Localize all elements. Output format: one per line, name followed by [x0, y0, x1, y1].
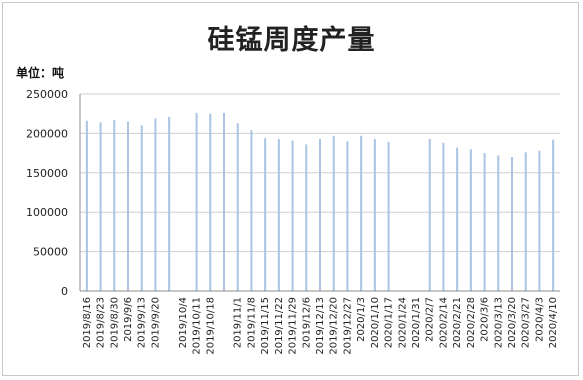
x-tick-label: 2020/3/13	[493, 297, 504, 348]
x-tick-label: 2020/4/3	[534, 297, 545, 342]
bar	[469, 149, 472, 291]
x-tick-label: 2019/10/18	[205, 297, 216, 355]
y-tick-label: 250000	[26, 88, 68, 101]
axes	[79, 94, 560, 292]
y-axis-ticks: 0 50000 100000 150000 200000 250000	[26, 88, 68, 298]
y-tick-label: 50000	[33, 246, 68, 259]
x-tick-label: 2020/1/31	[411, 297, 422, 348]
bar	[236, 123, 239, 291]
y-tick-label: 150000	[26, 167, 68, 180]
bar	[85, 120, 88, 292]
bar	[277, 138, 280, 291]
bar	[140, 125, 143, 292]
bar	[346, 141, 349, 291]
bar	[291, 140, 294, 291]
bar	[99, 122, 102, 291]
x-tick-label: 2020/3/6	[480, 297, 491, 342]
x-tick-label: 2019/9/6	[123, 297, 134, 342]
bar	[511, 157, 513, 291]
y-tick-label: 100000	[26, 206, 68, 219]
x-tick-label: 2019/9/20	[150, 297, 161, 348]
x-axis-ticks: 2019/8/16 2019/8/23 2019/8/30 2019/9/6 2019/…	[82, 297, 559, 355]
bars	[85, 112, 555, 292]
bar	[319, 138, 321, 291]
bar	[113, 120, 116, 291]
x-tick-label: 2020/2/7	[425, 297, 436, 342]
x-tick-label: 2019/8/30	[109, 297, 120, 348]
bar	[456, 147, 459, 291]
bar	[373, 138, 376, 291]
bar	[483, 153, 486, 291]
bar	[209, 113, 212, 291]
x-tick-label: 2020/2/28	[466, 297, 477, 348]
bar	[168, 116, 171, 292]
chart-title: 硅锰周度产量	[207, 25, 376, 56]
bar	[360, 135, 363, 291]
y-tick-label: 200000	[26, 127, 68, 140]
x-tick-label: 2020/3/27	[521, 297, 532, 348]
x-tick-label: 2019/8/16	[82, 297, 93, 348]
x-tick-label: 2019/8/23	[96, 297, 107, 348]
bar	[195, 112, 198, 291]
x-tick-label: 2020/1/3	[356, 297, 367, 342]
x-tick-label: 2019/11/15	[260, 297, 271, 355]
bar	[524, 152, 527, 291]
unit-label: 单位：吨	[16, 66, 65, 80]
x-tick-label: 2020/1/10	[370, 297, 381, 348]
bar	[552, 139, 555, 291]
bar	[497, 155, 500, 291]
x-tick-label: 2019/10/11	[192, 297, 203, 355]
bar	[442, 142, 445, 291]
x-tick-label: 2019/12/27	[342, 297, 353, 355]
x-tick-label: 2019/9/13	[137, 297, 148, 348]
bar	[332, 135, 335, 291]
x-tick-label: 2020/1/24	[397, 297, 408, 348]
gridlines	[80, 93, 560, 253]
y-tick-label: 0	[61, 285, 68, 298]
x-tick-label: 2019/11/8	[246, 297, 257, 348]
bar	[223, 112, 225, 291]
x-tick-label: 2020/1/17	[384, 297, 395, 348]
x-tick-label: 2019/11/22	[274, 297, 285, 355]
bar	[305, 144, 308, 291]
x-tick-label: 2019/10/4	[178, 297, 189, 348]
x-tick-label: 2019/12/6	[301, 297, 312, 348]
x-tick-label: 2020/4/10	[548, 297, 559, 348]
x-tick-label: 2019/12/20	[329, 297, 340, 355]
x-tick-label: 2019/11/29	[288, 297, 299, 355]
x-tick-label: 2020/2/14	[438, 297, 449, 348]
bar	[154, 118, 157, 291]
bar	[250, 130, 253, 291]
bar	[428, 138, 431, 291]
bar	[264, 138, 267, 291]
bar	[387, 142, 390, 291]
chart-frame	[2, 2, 579, 376]
x-tick-label: 2019/12/13	[315, 297, 326, 355]
bar	[127, 121, 129, 291]
x-tick-label: 2020/2/21	[452, 297, 463, 348]
x-tick-label: 2020/3/20	[507, 297, 518, 348]
bar	[538, 150, 541, 291]
x-tick-label: 2019/11/1	[233, 297, 244, 348]
